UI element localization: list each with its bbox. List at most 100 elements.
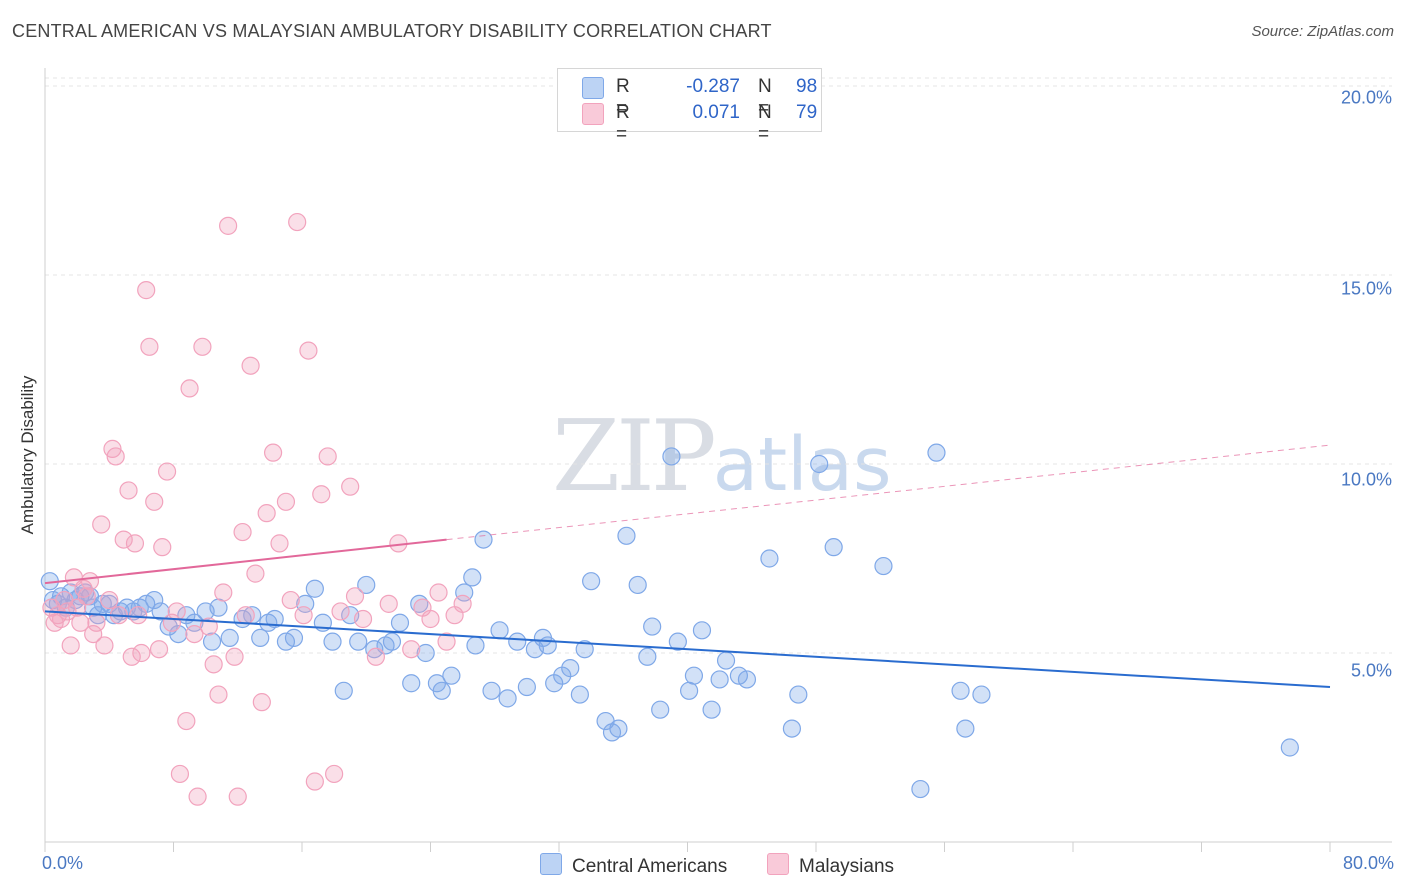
r-value: 0.071 bbox=[692, 102, 740, 123]
central-american-point bbox=[416, 643, 435, 663]
y-axis-label: Ambulatory Disability bbox=[18, 375, 37, 535]
legend-swatch-blue bbox=[582, 77, 604, 99]
malaysian-point bbox=[51, 609, 71, 629]
central-american-point bbox=[972, 685, 991, 704]
malaysian-point bbox=[185, 624, 204, 644]
malaysian-point bbox=[270, 534, 289, 553]
r-label: R = bbox=[616, 102, 630, 145]
central-american-point bbox=[284, 628, 304, 647]
central-american-point bbox=[662, 447, 681, 466]
central-american-point bbox=[265, 609, 284, 629]
central-american-point bbox=[402, 674, 421, 693]
malaysian-point bbox=[77, 587, 96, 606]
bottom-legend-central-americans: Central Americans bbox=[540, 853, 727, 878]
chart-title: CENTRAL AMERICAN VS MALAYSIAN AMBULATORY… bbox=[12, 21, 772, 41]
malaysian-point bbox=[125, 534, 145, 553]
y-tick-10: 10.0% bbox=[1340, 469, 1392, 490]
malaysian-point bbox=[263, 443, 283, 462]
central-american-point bbox=[463, 568, 482, 587]
central-american-point bbox=[702, 700, 721, 719]
central-american-point bbox=[1280, 738, 1299, 757]
x-tick-right: 80.0% bbox=[1342, 853, 1394, 873]
bottom-legend-malaysians: Malaysians bbox=[767, 853, 894, 878]
central-american-point bbox=[538, 636, 557, 655]
malaysian-point bbox=[145, 492, 164, 511]
legend-swatch-pink bbox=[582, 103, 604, 125]
malaysian-point bbox=[341, 477, 360, 496]
x-tick-left: 0.0% bbox=[42, 853, 84, 873]
malaysian-point bbox=[193, 337, 212, 356]
malaysian-point bbox=[92, 515, 111, 534]
central-american-point bbox=[442, 666, 461, 685]
central-american-point bbox=[570, 685, 589, 704]
malaysian-point bbox=[114, 530, 133, 549]
central-american-point bbox=[474, 530, 493, 549]
malaysian-point bbox=[95, 636, 114, 655]
malaysian-trendline-extension bbox=[446, 444, 1331, 541]
malaysian-point bbox=[437, 632, 456, 651]
malaysian-point bbox=[281, 590, 300, 610]
central-american-trendline bbox=[44, 610, 1331, 689]
malaysian-trendline bbox=[44, 538, 447, 585]
malaysian-point bbox=[214, 583, 233, 602]
malaysian-point bbox=[87, 613, 106, 632]
central-american-point bbox=[927, 443, 946, 462]
malaysian-point bbox=[61, 636, 80, 655]
malaysian-point bbox=[167, 602, 186, 621]
malaysian-point bbox=[353, 609, 373, 629]
central-american-point bbox=[710, 670, 729, 689]
central-american-point bbox=[824, 538, 843, 557]
watermark: ZIPatlas bbox=[552, 400, 892, 514]
central-american-point bbox=[782, 719, 802, 738]
central-american-point bbox=[382, 632, 402, 651]
central-american-point bbox=[628, 575, 647, 595]
central-american-point bbox=[956, 719, 975, 738]
malaysian-point bbox=[312, 485, 331, 504]
malaysian-point bbox=[318, 447, 337, 466]
central-american-point bbox=[151, 602, 170, 621]
central-american-point bbox=[508, 632, 527, 651]
malaysian-point bbox=[379, 594, 398, 613]
malaysian-point bbox=[325, 764, 344, 784]
malaysian-point bbox=[252, 693, 271, 712]
central-american-point bbox=[668, 632, 687, 651]
malaysian-point bbox=[100, 590, 119, 610]
central-american-point bbox=[296, 594, 315, 613]
central-american-point bbox=[498, 689, 517, 708]
central-american-point bbox=[209, 598, 228, 617]
central-american-point bbox=[251, 628, 270, 647]
malaysian-point bbox=[132, 643, 151, 663]
central-american-point bbox=[334, 681, 353, 700]
central-american-point bbox=[169, 624, 188, 644]
legend-swatch-pink bbox=[767, 853, 789, 875]
watermark-atlas: atlas bbox=[712, 422, 892, 508]
malaysian-point bbox=[345, 587, 365, 606]
central-american-point bbox=[466, 636, 485, 655]
central-american-point bbox=[561, 659, 580, 678]
malaysian-point bbox=[331, 602, 350, 621]
malaysian-point bbox=[236, 606, 255, 625]
central-american-point bbox=[390, 613, 410, 632]
y-tick-15: 15.0% bbox=[1340, 278, 1392, 299]
series1-label: Central Americans bbox=[572, 856, 728, 877]
malaysian-point bbox=[219, 216, 238, 235]
y-tick-5: 5.0% bbox=[1350, 660, 1392, 681]
malaysian-point bbox=[276, 492, 296, 511]
series2-label: Malaysians bbox=[799, 856, 895, 877]
central-american-point bbox=[680, 681, 699, 700]
source-label: Source: ZipAtlas.com bbox=[1251, 23, 1394, 40]
central-american-point bbox=[951, 681, 970, 700]
malaysian-point bbox=[402, 640, 421, 659]
malaysian-point bbox=[153, 538, 172, 557]
n-value: 98 bbox=[796, 76, 818, 97]
central-american-point bbox=[432, 681, 451, 700]
central-american-point bbox=[482, 681, 501, 700]
malaysian-point bbox=[204, 655, 223, 674]
correlation-legend: R = -0.287 N = 98 R = 0.071 N = 79 bbox=[557, 68, 822, 145]
central-american-point bbox=[609, 719, 628, 738]
malaysian-point bbox=[188, 787, 207, 806]
central-american-point bbox=[617, 526, 636, 545]
malaysian-point bbox=[106, 447, 125, 466]
malaysian-point bbox=[122, 647, 141, 666]
malaysian-point bbox=[305, 772, 324, 791]
